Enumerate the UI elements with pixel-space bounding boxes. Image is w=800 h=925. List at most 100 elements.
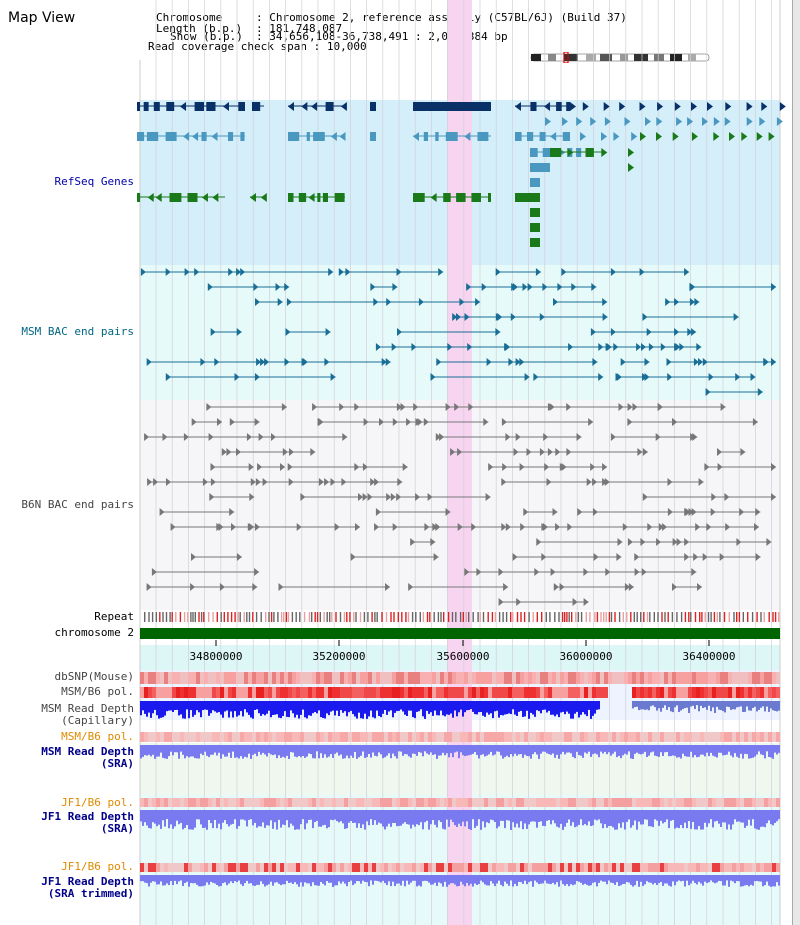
msm-sra-depth-bar (156, 745, 158, 757)
repeat-element (536, 612, 538, 622)
jf1-sra-depth-bar (416, 810, 418, 825)
msm-b6-pol-sra-heat-cell (460, 732, 464, 742)
jf1-sra-depth-bar (680, 810, 682, 825)
vertical-scrollbar[interactable] (792, 0, 800, 925)
jf1-sra-depth-bar (678, 810, 680, 829)
msm-sra-depth-bar (146, 745, 148, 756)
msm-sra-depth-bar (386, 745, 388, 756)
jf1-trimmed-depth-bar (446, 875, 448, 887)
msm-sra-depth-bar (178, 745, 180, 759)
jf1-sra-depth-bar (276, 810, 278, 830)
dbsnp-heat-cell (708, 672, 712, 684)
jf1-b6-pol-trimmed-heat-cell (308, 863, 312, 872)
dbsnp-heat-cell (736, 672, 740, 684)
b6n-bac-pair-end (390, 493, 396, 501)
msm-b6-pol-heat-cell (524, 687, 528, 698)
jf1-sra-depth-bar (334, 810, 336, 820)
msm-sra-depth-bar (228, 745, 230, 753)
jf1-b6-pol-heat-cell (732, 798, 736, 807)
refseq-gene-exon (562, 132, 570, 141)
msm-capillary-depth-bar (156, 701, 158, 716)
jf1-trimmed-depth-bar (360, 875, 362, 884)
dbsnp-heat-cell (608, 672, 612, 684)
jf1-b6-pol-heat-cell (632, 798, 636, 807)
jf1-sra-depth-bar (478, 810, 480, 820)
jf1-sra-depth-bar (362, 810, 364, 825)
b6n-bac-pair-end (618, 403, 624, 411)
jf1-trimmed-depth-bar (186, 875, 188, 882)
msm-sra-depth-bar (718, 745, 720, 753)
msm-b6-pol-sra-heat-cell (544, 732, 548, 742)
jf1-b6-pol-heat-cell (480, 798, 484, 807)
msm-sra-depth-bar (240, 745, 242, 757)
msm-bac-pair-end (591, 283, 597, 291)
msm-sra-depth-bar (222, 745, 224, 755)
repeat-element (295, 612, 297, 622)
jf1-sra-depth-bar (214, 810, 216, 820)
msm-b6-pol-heat-cell (484, 687, 488, 698)
msm-sra-depth-bar (272, 745, 274, 756)
refseq-gene-arrow (544, 102, 551, 111)
jf1-b6-pol-heat-cell (688, 798, 692, 807)
jf1-b6-pol-trimmed-heat-cell (300, 863, 304, 872)
msm-capillary-depth-bar (558, 701, 560, 718)
b6n-bac-pair-end (519, 463, 525, 471)
repeat-element (367, 612, 369, 622)
jf1-b6-pol-trimmed-heat-cell (272, 863, 276, 872)
jf1-b6-pol-trimmed-heat-cell (260, 863, 264, 872)
msm-b6-pol-heat-cell (296, 687, 300, 698)
refseq-gene-arrow (601, 132, 607, 141)
b6n-bac-pair-end (655, 433, 661, 441)
jf1-trimmed-depth-bar (652, 875, 654, 885)
msm-b6-pol-heat-cell (196, 687, 200, 698)
jf1-b6-pol-trimmed-heat-cell (704, 863, 708, 872)
repeat-element (667, 612, 669, 622)
msm-bac-pair-end (642, 313, 648, 321)
msm-bac-pair-end (605, 343, 611, 351)
chromosome-ideogram[interactable] (530, 52, 710, 63)
msm-capillary-depth-bar (370, 701, 372, 711)
b6n-bac-pair-end (628, 583, 634, 591)
jf1-sra-depth-bar (572, 810, 574, 823)
msm-b6-pol-sra-heat-cell (472, 732, 476, 742)
msm-capillary-depth-bar (652, 701, 654, 706)
jf1-trimmed-depth-bar (542, 875, 544, 884)
msm-sra-depth-bar (360, 745, 362, 756)
msm-capillary-depth-bar (394, 701, 396, 713)
jf1-trimmed-depth-bar (622, 875, 624, 884)
msm-capillary-depth-bar (186, 701, 188, 710)
jf1-trimmed-depth-bar (586, 875, 588, 885)
jf1-trimmed-depth-bar (620, 875, 622, 886)
refseq-gene-arrow (260, 193, 267, 202)
jf1-trimmed-depth-bar (604, 875, 606, 882)
jf1-trimmed-depth-bar (142, 875, 144, 882)
msm-capillary-depth-bar (312, 701, 314, 714)
jf1-b6-pol-heat-cell (716, 798, 720, 807)
b6n-bac-pair-end (255, 478, 261, 486)
msm-capillary-depth-bar (520, 701, 522, 711)
jf1-sra-depth-bar (360, 810, 362, 828)
dbsnp-heat-cell (484, 672, 488, 684)
jf1-trimmed-depth-bar (200, 875, 202, 887)
msm-b6-pol-sra-heat-cell (772, 732, 776, 742)
repeat-element (159, 612, 161, 622)
refseq-gene-arrow (340, 102, 347, 111)
jf1-trimmed-depth-bar (232, 875, 234, 884)
refseq-gene-exon (456, 193, 466, 202)
msm-sra-depth-bar (374, 745, 376, 756)
msm-capillary-depth-bar (352, 701, 354, 715)
jf1-sra-depth-bar (336, 810, 338, 822)
msm-b6-pol-heat-cell (256, 687, 260, 698)
jf1-trimmed-depth-bar (674, 875, 676, 886)
dbsnp-heat-cell (288, 672, 292, 684)
repeat-element (713, 612, 716, 622)
jf1-sra-depth-bar (394, 810, 396, 823)
jf1-b6-pol-trimmed-heat-cell (208, 863, 212, 872)
msm-sra-depth-bar (184, 745, 186, 759)
jf1-sra-depth-bar (490, 810, 492, 820)
jf1-trimmed-depth-bar (370, 875, 372, 881)
jf1-sra-depth-bar (530, 810, 532, 822)
msm-sra-depth-bar (668, 745, 670, 757)
jf1-sra-depth-bar (294, 810, 296, 830)
